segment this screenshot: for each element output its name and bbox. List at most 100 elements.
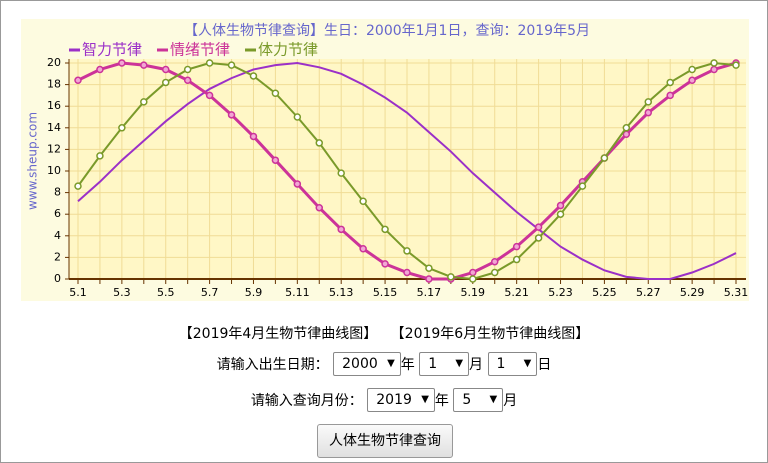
- data-point: [425, 264, 433, 272]
- data-point: [74, 182, 82, 190]
- data-point: [578, 182, 587, 190]
- data-point: [140, 61, 148, 69]
- birth-day: 1: [496, 356, 506, 372]
- birth-year: 2000: [342, 356, 378, 372]
- data-point: [359, 197, 367, 205]
- chart: 【人体生物节律查询】生日：2000年1月1日，查询：2019年5月 www.sh…: [21, 19, 749, 301]
- data-point: [469, 275, 477, 283]
- legend-label: 体力节律: [258, 41, 318, 59]
- x-tick-label: 5.25: [592, 286, 617, 299]
- month-links: 【2019年4月生物节律曲线图】 【2019年6月生物节律曲线图】: [1, 323, 767, 343]
- unit: 年: [400, 357, 415, 373]
- data-point: [183, 76, 192, 85]
- series-line: [77, 61, 737, 280]
- query-month-select[interactable]: 5: [453, 388, 504, 412]
- data-point: [732, 61, 740, 69]
- query-label: 请输入查询月份：: [250, 393, 363, 409]
- data-point: [403, 268, 411, 277]
- data-point: [688, 76, 696, 85]
- data-point: [315, 139, 324, 147]
- data-point: [74, 76, 82, 85]
- birth-year-select[interactable]: 2000: [333, 352, 401, 376]
- x-tick-label: 5.15: [373, 286, 398, 299]
- data-point: [249, 72, 258, 80]
- data-point: [534, 223, 543, 231]
- data-point: [205, 91, 214, 100]
- y-tick-label: 6: [54, 207, 61, 220]
- x-tick-label: 5.11: [285, 286, 310, 299]
- data-point: [118, 124, 126, 132]
- x-tick-label: 5.31: [724, 286, 749, 299]
- data-point: [666, 78, 674, 87]
- x-tick-label: 5.21: [504, 286, 529, 299]
- data-point: [688, 65, 696, 74]
- y-tick-label: 12: [47, 142, 61, 155]
- x-tick-label: 5.23: [548, 286, 573, 299]
- data-point: [425, 275, 433, 283]
- y-tick-label: 8: [54, 186, 61, 199]
- x-tick-label: 5.3: [113, 286, 131, 299]
- data-point: [161, 78, 170, 87]
- data-point: [403, 247, 411, 255]
- data-point: [447, 273, 455, 281]
- y-tick-label: 14: [47, 121, 61, 134]
- data-point: [469, 268, 477, 277]
- birth-month-select[interactable]: 1: [419, 352, 470, 376]
- unit: 年: [434, 393, 449, 409]
- unit: 月: [503, 393, 518, 409]
- data-point: [271, 156, 280, 164]
- y-tick-label: 4: [54, 229, 61, 242]
- next-month-link[interactable]: 【2019年6月生物节律曲线图】: [390, 326, 590, 342]
- y-axis-label: www.sheup.com: [26, 112, 40, 210]
- data-point: [512, 242, 521, 251]
- data-point: [183, 65, 192, 74]
- data-point: [644, 108, 653, 117]
- query-button[interactable]: 人体生物节律查询: [317, 424, 453, 458]
- y-tick-label: 2: [54, 250, 61, 263]
- prev-month-link[interactable]: 【2019年4月生物节律曲线图】: [178, 326, 378, 342]
- unit: 日: [537, 357, 552, 373]
- query-row: 请输入查询月份： 2019 年 5 月: [1, 388, 767, 412]
- data-point: [666, 91, 674, 100]
- data-point: [490, 268, 499, 277]
- y-tick-label: 18: [47, 78, 61, 91]
- data-point: [315, 203, 324, 212]
- data-point: [227, 61, 236, 69]
- x-tick-label: 5.5: [157, 286, 175, 299]
- x-tick-label: 5.17: [417, 286, 442, 299]
- data-point: [249, 132, 258, 141]
- legend-label: 智力节律: [82, 41, 142, 59]
- data-point: [140, 98, 148, 106]
- birth-month: 1: [428, 356, 438, 372]
- x-tick-label: 5.19: [461, 286, 486, 299]
- y-tick-label: 0: [54, 272, 61, 285]
- data-point: [359, 245, 367, 253]
- data-point: [512, 255, 521, 264]
- x-tick-label: 5.9: [245, 286, 263, 299]
- data-point: [227, 111, 236, 119]
- data-point: [710, 59, 718, 67]
- birth-row: 请输入出生日期： 2000 年 1 月 1 日: [1, 352, 767, 376]
- birth-label: 请输入出生日期：: [216, 357, 329, 373]
- data-point: [381, 260, 389, 268]
- x-tick-label: 5.1: [69, 286, 87, 299]
- data-point: [161, 65, 170, 74]
- x-tick-label: 5.29: [680, 286, 705, 299]
- data-point: [293, 180, 302, 188]
- data-point: [556, 201, 565, 210]
- data-point: [534, 234, 543, 242]
- y-tick-label: 20: [47, 56, 61, 69]
- birth-day-select[interactable]: 1: [487, 352, 538, 376]
- data-point: [118, 59, 126, 67]
- data-point: [293, 113, 302, 121]
- data-point: [337, 169, 345, 177]
- data-point: [556, 210, 565, 218]
- x-tick-label: 5.13: [329, 286, 354, 299]
- data-point: [381, 225, 389, 234]
- x-tick-label: 5.27: [636, 286, 661, 299]
- y-tick-label: 10: [47, 164, 61, 177]
- query-year-select[interactable]: 2019: [367, 388, 435, 412]
- data-point: [205, 59, 214, 67]
- data-point: [271, 89, 280, 97]
